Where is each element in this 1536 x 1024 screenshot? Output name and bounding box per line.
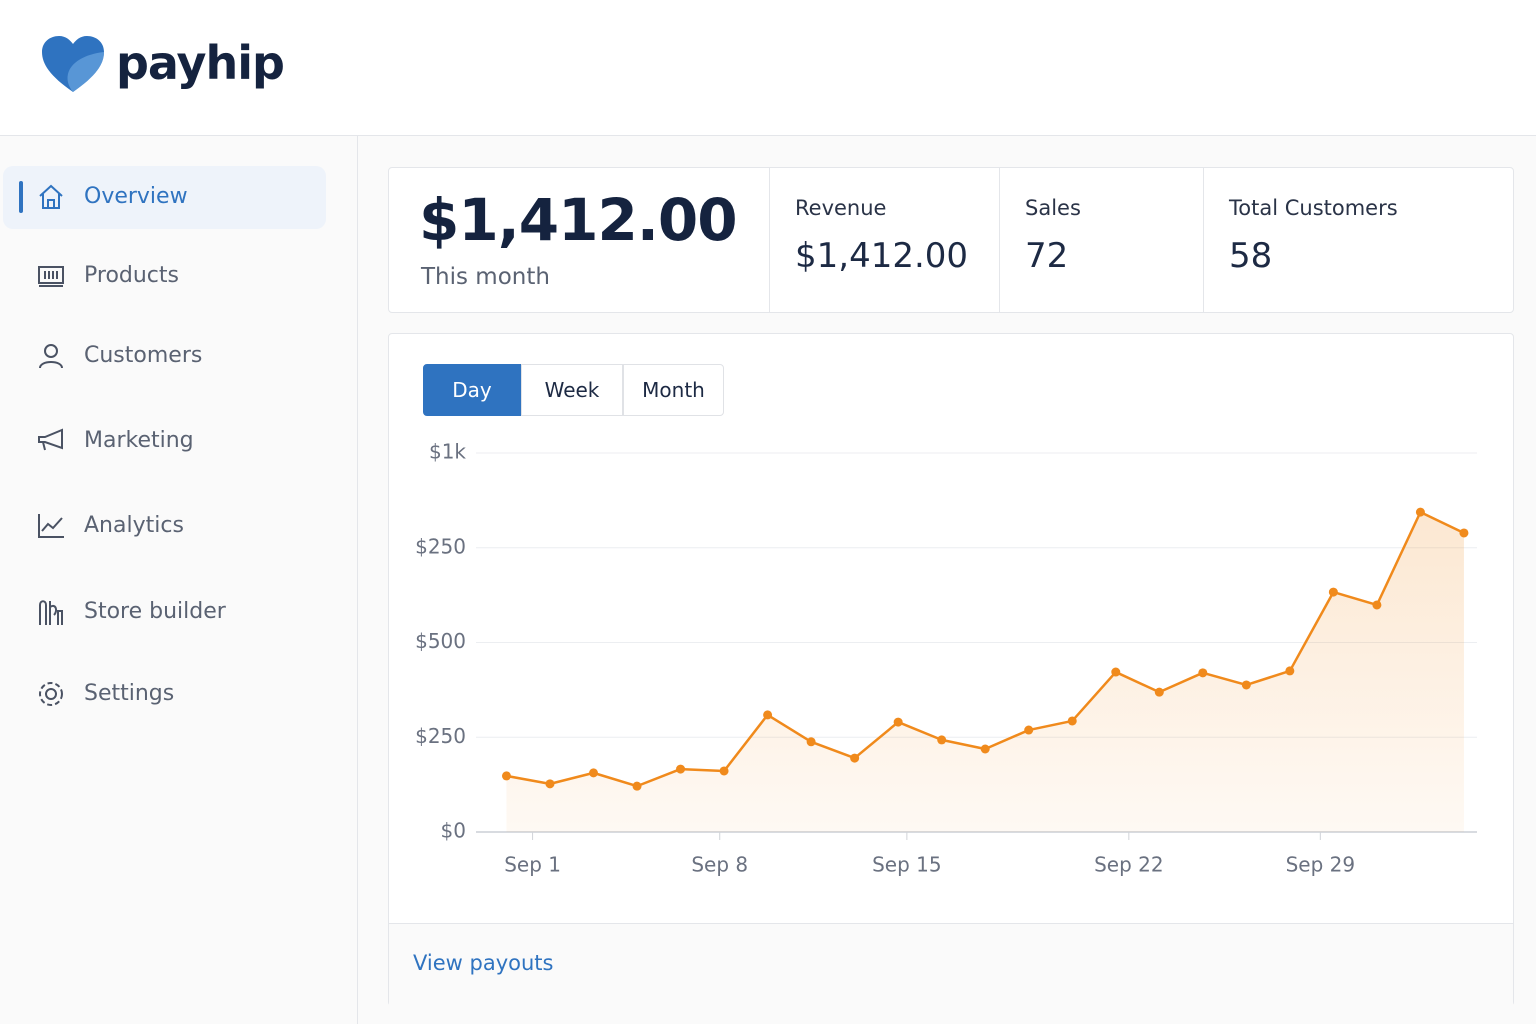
nav-item[interactable]: Overview [3,166,326,229]
point [937,735,947,745]
point [676,764,686,774]
divider [769,168,770,312]
y-tick-label: $250 [415,534,466,558]
point [893,717,903,727]
point [1241,680,1251,690]
header: payhip [0,0,1536,136]
icon [38,266,64,287]
nav-label: Store builder [84,599,226,624]
icon [39,344,63,369]
nav-item[interactable]: Customers [3,325,326,388]
point [1328,587,1338,597]
point [589,768,599,778]
area [506,512,1464,832]
icon [39,184,63,209]
chart: $0 $250 $500 $250 $1k Sep 1 Sep 8 Sep 15 Sep 22 S… [415,440,1477,877]
icon [38,514,64,538]
divider [1203,168,1204,312]
x-tick-label: Sep 29 [1286,853,1356,877]
period: This month [421,264,550,290]
stat-value: 58 [1229,236,1273,276]
nav-label: Marketing [84,428,194,453]
stat-value: 72 [1025,236,1069,276]
x-tick-label: Sep 22 [1094,853,1164,877]
nav-label: Analytics [84,513,184,538]
point [1198,668,1208,678]
nav-item[interactable]: Marketing [3,410,326,473]
tab[interactable]: Day [423,364,521,416]
stat-label: Revenue [795,196,887,220]
point [1415,507,1425,517]
nav-label: Overview [84,184,188,209]
nav-item[interactable]: Store builder [3,581,326,644]
stat-label: Sales [1025,196,1081,220]
y-tick-label: $500 [415,629,466,653]
icon [38,428,63,451]
y-tick-label: $250 [415,724,466,748]
stat-label: Total Customers [1229,196,1398,220]
point [632,781,642,791]
point [501,771,511,781]
sidebar: Overview Products Customers Marketing An… [0,136,358,1024]
y-tick-label: $1k [429,440,466,464]
logo [42,36,104,92]
point [1459,528,1469,538]
point [763,710,773,720]
x-tick-label: Sep 8 [691,853,748,877]
icon [39,682,63,706]
point [1024,725,1034,735]
x-tick-label: Sep 1 [504,853,561,877]
stats-card: $1,412.00 This month Revenue $1,412.00 S… [388,167,1514,313]
stat-value: $1,412.00 [795,236,969,276]
point [980,744,990,754]
point [1111,667,1121,677]
point [806,737,816,747]
divider [999,168,1000,312]
chart-card: Day Week Month $0 $250 $500 $250 $1k Sep 1 Sep… [388,333,1514,1006]
nav-item[interactable]: Settings [3,663,326,726]
x-tick-label: Sep 15 [872,853,942,877]
nav-label: Settings [84,681,175,706]
nav-item[interactable]: Analytics [3,495,326,558]
card-footer: View payouts [389,923,1513,1006]
active-indicator [19,181,23,213]
point [1372,600,1382,610]
nav-item[interactable]: Products [3,245,326,308]
nav-label: Customers [84,343,203,368]
y-tick-label: $0 [441,819,466,843]
tab[interactable]: Week [521,364,623,416]
view-payouts-link[interactable]: View payouts [413,951,554,975]
brand: payhip [116,36,285,90]
point [1285,666,1295,676]
point [719,766,729,776]
point [1067,716,1077,726]
point [545,779,555,789]
tab[interactable]: Month [623,364,724,416]
nav-label: Products [84,263,179,288]
point [1154,687,1164,697]
point [850,753,860,763]
total-amount: $1,412.00 [419,186,738,254]
icon [39,600,63,625]
